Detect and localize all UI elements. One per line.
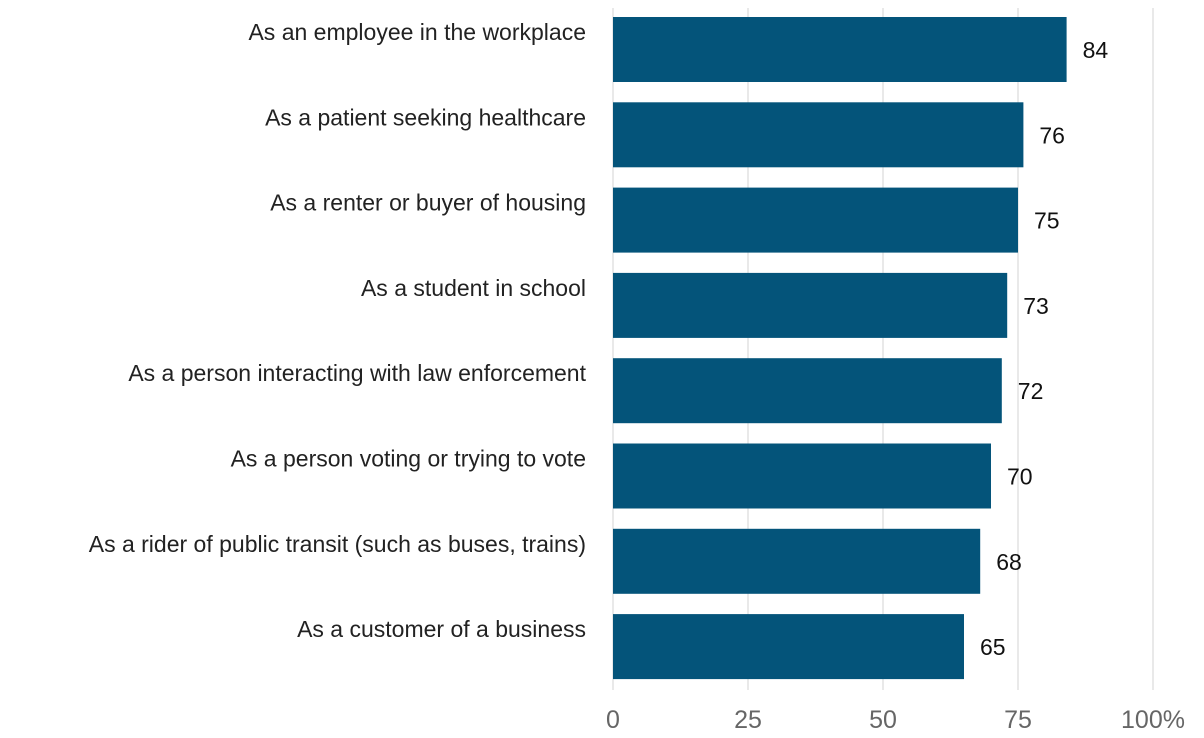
category-labels: As an employee in the workplace As a pati… — [89, 19, 587, 642]
value-label: 68 — [996, 549, 1022, 575]
x-tick-label: 0 — [606, 706, 620, 734]
bar — [613, 443, 991, 509]
bar — [613, 528, 981, 594]
bars — [613, 17, 1067, 680]
x-tick-label: 25 — [734, 706, 762, 734]
category-label: As a person interacting with law enforce… — [128, 360, 586, 386]
value-label: 84 — [1083, 37, 1109, 63]
bar — [613, 102, 1024, 168]
value-label: 65 — [980, 634, 1006, 660]
value-labels: 84 76 75 73 72 70 68 65 — [980, 37, 1108, 660]
bar — [613, 272, 1008, 338]
x-tick-label: 50 — [869, 706, 897, 734]
value-label: 73 — [1023, 293, 1049, 319]
x-tick-label: 75 — [1004, 706, 1032, 734]
x-tick-label: 100% — [1121, 706, 1185, 734]
category-label: As a renter or buyer of housing — [270, 190, 586, 216]
category-label: As a person voting or trying to vote — [231, 446, 586, 472]
value-label: 76 — [1039, 122, 1065, 148]
bar — [613, 614, 964, 680]
value-label: 75 — [1034, 208, 1060, 234]
category-label: As a customer of a business — [297, 616, 586, 642]
bar — [613, 187, 1018, 253]
category-label: As a rider of public transit (such as bu… — [89, 531, 586, 557]
bar — [613, 17, 1067, 82]
x-axis: 0 25 50 75 100% — [606, 706, 1185, 734]
value-label: 72 — [1018, 378, 1044, 404]
category-label: As a student in school — [361, 275, 586, 301]
category-label: As an employee in the workplace — [248, 19, 586, 45]
category-label: As a patient seeking healthcare — [265, 104, 586, 130]
value-label: 70 — [1007, 464, 1033, 490]
bar — [613, 358, 1002, 424]
